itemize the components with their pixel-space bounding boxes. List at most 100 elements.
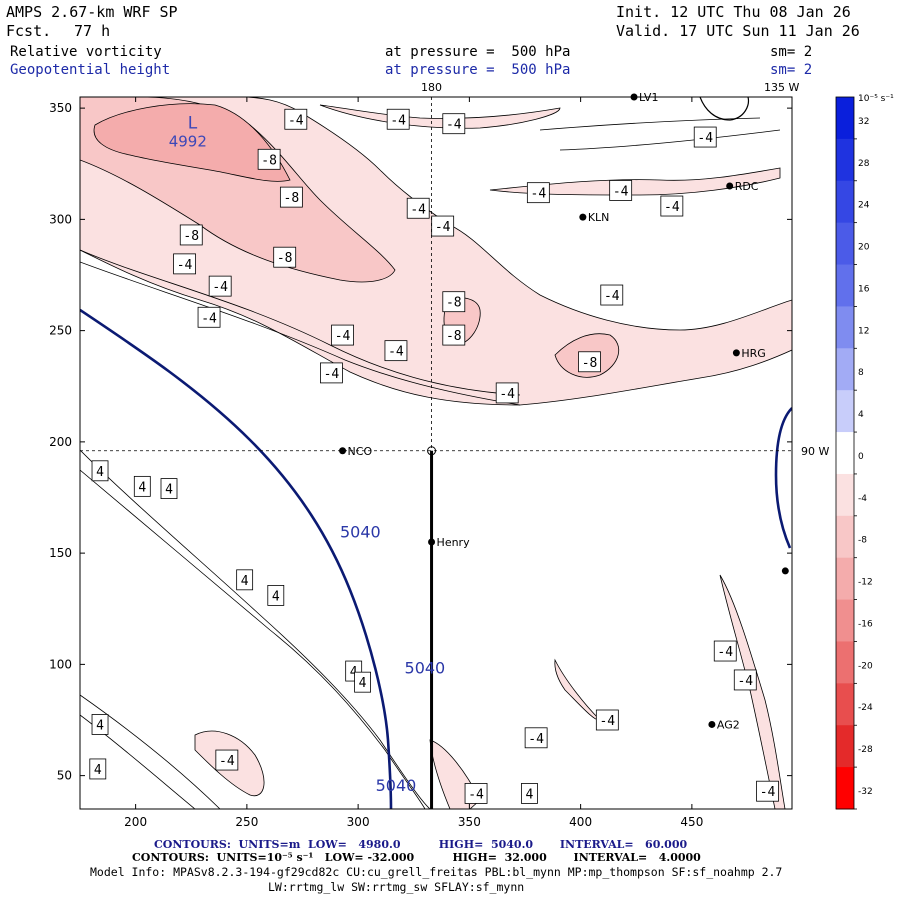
station-dot [726,182,734,190]
vorticity-label-box [320,362,343,384]
field2-name: Geopotential height [10,62,171,78]
colorbar-segment [836,432,854,475]
colorbar-tick-label: 24 [858,201,870,211]
colorbar-segment [836,180,854,224]
colorbar: 32 28 24 20 16 12 8 4 0 -4 -8 -12 -16 -20 -24 -28 -32 [835,96,873,810]
colorbar-tick-label: 32 [858,117,869,127]
vorticity-streak-se [719,574,786,809]
vorticity-label-box [89,758,107,780]
vorticity-label-box [442,324,466,346]
vorticity-label: -4 [760,785,776,800]
vorticity-label: 4 [241,574,249,589]
y-tick-label: 350 [49,101,72,115]
vorticity-label: -4 [717,645,733,660]
colorbar-segment [836,473,854,517]
model-title: AMPS 2.67-km WRF SP [6,3,178,21]
vorticity-label-box [215,749,239,771]
x-tick-label: 450 [680,815,703,829]
vorticity-labels: -4 -4 -4 -4 -8 -8 -4 -4 -4 -4 -4 -8 -8 -4 -4 -8 -4 -4 -8 -4… [89,108,779,804]
vorticity-label-box [179,224,203,246]
colorbar-segment [836,683,854,726]
vorticity-label: 4 [165,483,173,498]
height-contour-ne [699,97,750,121]
station-dot [428,538,436,546]
station-label: Henry [437,536,471,549]
y-tick-label: 50 [57,769,72,783]
colorbar-segment [836,767,854,810]
vorticity-label-box [386,108,410,130]
vorticity-label: -4 [212,280,228,295]
field2-smoothing: sm= 2 [770,62,813,78]
vorticity-label-box [236,569,254,591]
vorticity-label: 4 [359,676,367,691]
vorticity-label: -4 [324,367,340,382]
x-tick-label: 400 [569,815,592,829]
colorbar-tick-label: -16 [858,619,873,629]
vorticity-label: -8 [183,229,199,244]
colorbar-tick-label: -12 [858,578,873,588]
station-dot [732,349,740,357]
lon-label-135w: 135 W [764,81,799,94]
forecast-label: Fcst. [6,22,52,40]
colorbar-segment [836,138,854,182]
vorticity-label-box [257,148,281,170]
vorticity-label-box [521,783,538,804]
vorticity-label-box [464,783,488,804]
vorticity-label-box [384,340,408,362]
vorticity-label-box [693,126,717,148]
valid-time: Valid. 17 UTC Sun 11 Jan 26 [616,22,860,40]
y-tick-label: 250 [49,324,72,338]
vorticity-label-box [660,195,684,217]
vorticity-label: -4 [410,202,426,217]
vorticity-label: -4 [697,131,713,146]
forecast-hours: 77 h [74,22,111,40]
station-dot [579,213,587,221]
vorticity-label: -4 [531,187,547,202]
colorbar-tick-label: 8 [858,368,864,378]
vorticity-label: 4 [526,787,534,802]
vorticity-label: 4 [350,665,358,680]
station-dot [339,447,347,455]
vorticity-label-box [442,113,466,135]
vorticity-contour-info: CONTOURS: UNITS=10⁻⁵ s⁻¹ LOW= -32.000 HI… [132,851,701,864]
vorticity-core-minus12 [93,103,291,182]
vorticity-label-box [600,284,624,306]
vorticity-label: -4 [219,754,235,769]
positive-streak-1 [80,449,431,809]
station-label: RDC [735,180,759,193]
y-tick-label: 300 [49,212,72,226]
vorticity-label-box [524,727,548,749]
height-labels: 5040 5040 5040 [340,523,445,796]
vorticity-label-box [609,180,633,201]
vorticity-label: -4 [599,714,615,729]
y-tick-label: 200 [49,435,72,449]
vorticity-label: 4 [138,480,146,495]
field1-name: Relative vorticity [10,44,162,60]
vorticity-label-box [331,324,354,346]
station-label: AG2 [717,718,740,731]
vorticity-label-box [173,253,196,275]
vorticity-label-box [713,640,737,662]
colorbar-frame [835,96,855,810]
vorticity-label: -4 [664,200,680,215]
vorticity-label: -8 [446,329,462,344]
colorbar-tick-label: -28 [858,745,873,755]
vorticity-label: 4 [96,718,104,733]
vorticity-label-box [133,475,151,497]
plot-frame [79,96,793,810]
station-dot [708,720,716,728]
colorbar-tick-label: 28 [858,159,870,169]
x-axis: 200 250 300 350 400 450 [124,97,703,829]
vorticity-label-box [91,460,109,482]
colorbar-segment [836,264,854,307]
colorbar-segment [836,348,854,391]
colorbar-unit: 10⁻⁵ s⁻¹ [858,94,894,104]
height-contour-label: 5040 [376,776,417,795]
stations: LV1 RDC KLN HRG NCO Henry AG2 [339,91,789,731]
colorbar-tick-label: -4 [858,494,867,504]
vorticity-label: -4 [446,118,462,133]
station-label: HRG [741,347,765,360]
station-dot [781,567,789,575]
vorticity-streak-ne3 [539,117,781,151]
